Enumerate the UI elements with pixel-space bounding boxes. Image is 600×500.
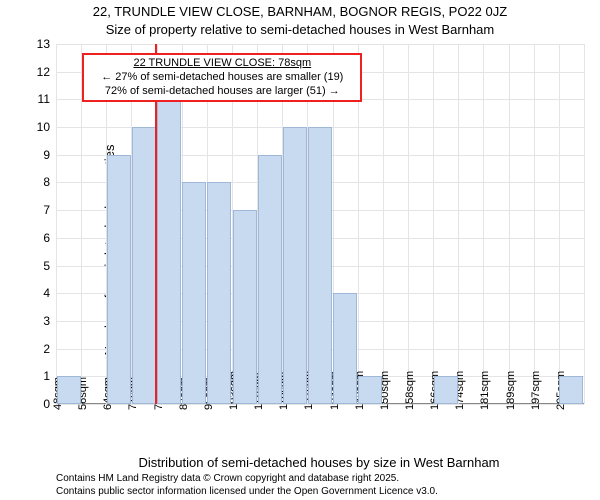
- annotation-box: 22 TRUNDLE VIEW CLOSE: 78sqm← 27% of sem…: [82, 53, 362, 102]
- histogram-bar: [258, 155, 282, 404]
- histogram-bar: [132, 127, 156, 404]
- y-tick-label: 10: [37, 120, 56, 134]
- chart-subtitle: Size of property relative to semi-detach…: [0, 22, 600, 37]
- y-tick-label: 7: [43, 203, 56, 217]
- y-tick-label: 9: [43, 148, 56, 162]
- x-axis-label: Distribution of semi-detached houses by …: [50, 455, 588, 470]
- x-tick-label: 197sqm: [530, 371, 542, 410]
- gridline-v: [483, 44, 484, 404]
- x-tick-label: 158sqm: [404, 371, 416, 410]
- histogram-bar: [358, 376, 382, 404]
- gridline-v: [584, 44, 585, 404]
- y-tick-label: 11: [38, 92, 56, 106]
- gridline-v: [509, 44, 510, 404]
- y-tick-label: 2: [43, 342, 56, 356]
- histogram-bar: [559, 376, 583, 404]
- histogram-bar: [233, 210, 257, 404]
- gridline-v: [458, 44, 459, 404]
- histogram-bar: [333, 293, 357, 404]
- y-tick-label: 13: [37, 37, 56, 51]
- footer-attribution: Contains HM Land Registry data © Crown c…: [56, 473, 438, 498]
- y-tick-label: 6: [43, 231, 56, 245]
- annotation-title: 22 TRUNDLE VIEW CLOSE: 78sqm: [88, 57, 356, 71]
- annotation-line-larger: 72% of semi-detached houses are larger (…: [88, 85, 356, 99]
- y-tick-label: 4: [43, 286, 56, 300]
- gridline-h: [56, 44, 584, 45]
- histogram-bar: [283, 127, 307, 404]
- histogram-bar: [308, 127, 332, 404]
- gridline-v: [56, 44, 57, 404]
- histogram-bar: [434, 376, 458, 404]
- footer-line-2: Contains public sector information licen…: [56, 486, 438, 499]
- chart-container: 22, TRUNDLE VIEW CLOSE, BARNHAM, BOGNOR …: [0, 0, 600, 500]
- gridline-v: [433, 44, 434, 404]
- histogram-bar: [207, 182, 231, 404]
- annotation-line-smaller: ← 27% of semi-detached houses are smalle…: [88, 71, 356, 85]
- histogram-bar: [182, 182, 206, 404]
- x-tick-label: 181sqm: [479, 371, 491, 410]
- chart-title: 22, TRUNDLE VIEW CLOSE, BARNHAM, BOGNOR …: [0, 4, 600, 19]
- y-tick-label: 12: [37, 65, 56, 79]
- plot-area: 01234567891011121348sqm56sqm64sqm71sqm79…: [56, 44, 584, 404]
- x-tick-label: 189sqm: [505, 371, 517, 410]
- footer-line-1: Contains HM Land Registry data © Crown c…: [56, 473, 438, 486]
- gridline-v: [534, 44, 535, 404]
- gridline-v: [408, 44, 409, 404]
- histogram-bar: [157, 99, 181, 404]
- gridline-v: [383, 44, 384, 404]
- gridline-v: [559, 44, 560, 404]
- y-tick-label: 8: [43, 175, 56, 189]
- histogram-bar: [107, 155, 131, 404]
- histogram-bar: [57, 376, 81, 404]
- y-tick-label: 3: [43, 314, 56, 328]
- y-tick-label: 5: [43, 259, 56, 273]
